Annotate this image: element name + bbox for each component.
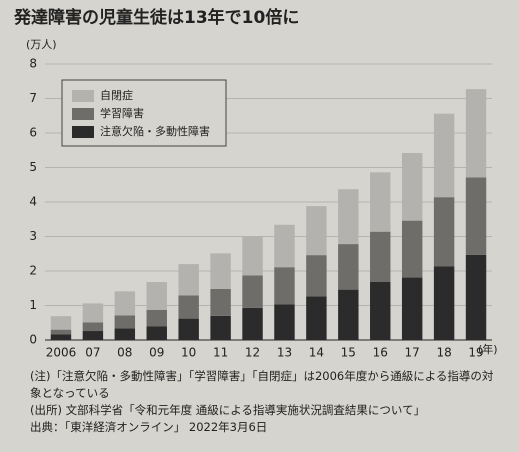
bar-segment: [242, 307, 263, 340]
bar-segment: [338, 189, 359, 245]
x-tick-label: 11: [213, 346, 228, 360]
legend-label: 自閉症: [100, 88, 133, 102]
y-tick-label: 0: [29, 333, 37, 347]
bar-segment: [114, 291, 136, 316]
x-tick-label: 13: [277, 346, 292, 360]
bar-segment: [50, 316, 72, 330]
bar-segment: [370, 172, 391, 232]
bar-segment: [401, 220, 423, 278]
bar-segment: [433, 197, 455, 267]
bar-segment: [178, 295, 199, 319]
y-tick-label: 4: [29, 195, 37, 209]
x-tick-label: 15: [341, 346, 356, 360]
bar-segment: [465, 254, 487, 340]
y-unit: (万人): [26, 38, 57, 51]
bar-segment: [210, 288, 231, 316]
x-tick-label: 12: [245, 346, 260, 360]
bar-segment: [401, 153, 423, 221]
bar-segment: [242, 275, 263, 308]
legend-swatch: [72, 108, 94, 120]
bar-segment: [306, 255, 327, 297]
bar-segment: [114, 315, 136, 329]
y-tick-label: 2: [29, 264, 37, 278]
legend-label: 学習障害: [100, 106, 144, 120]
bar-segment: [401, 277, 423, 340]
bar-segment: [465, 177, 487, 255]
bar-segment: [210, 253, 231, 289]
y-tick-label: 8: [29, 57, 37, 71]
bar-segment: [178, 264, 199, 296]
x-tick-label: 09: [149, 346, 164, 360]
x-tick-label: 18: [436, 346, 451, 360]
bar-segment: [274, 304, 295, 340]
x-tick-label: 19: [468, 346, 483, 360]
note: (注)「注意欠陥・多動性障害」「学習障害」「自閉症」は2006年度から通級による…: [30, 369, 494, 400]
x-unit: (年): [478, 342, 498, 356]
legend-label: 注意欠陥・多動性障害: [100, 124, 210, 138]
y-tick-label: 7: [29, 91, 37, 105]
bar-segment: [306, 206, 327, 256]
x-tick-label: 07: [85, 346, 100, 360]
notes: (注)「注意欠陥・多動性障害」「学習障害」「自閉症」は2006年度から通級による…: [30, 368, 500, 436]
bar-segment: [82, 303, 104, 323]
bar-segment: [146, 282, 167, 310]
y-tick-label: 3: [29, 229, 37, 243]
bar-segment: [82, 322, 104, 332]
bar-segment: [274, 224, 295, 268]
bar-segment: [242, 236, 263, 276]
bar-segment: [178, 318, 199, 340]
bar-segment: [306, 296, 327, 340]
note: (出所) 文部科学省「令和元年度 通級による指導実施状況調査結果について」: [30, 403, 426, 417]
x-tick-label: 08: [117, 346, 132, 360]
x-tick-label: 17: [405, 346, 420, 360]
bar-segment: [146, 309, 167, 327]
chart: 発達障害の児童生徒は13年で10倍に (万人) (年) 012345678200…: [13, 7, 498, 360]
bar-segment: [433, 266, 455, 340]
legend-swatch: [72, 126, 94, 138]
bar-segment: [146, 326, 167, 340]
note: 出典：「東洋経済オンライン」 2022年3月6日: [30, 420, 268, 434]
legend-swatch: [72, 90, 94, 102]
bar-segment: [338, 244, 359, 290]
y-tick-label: 6: [29, 126, 37, 140]
bar-segment: [370, 281, 391, 340]
x-tick-label: 10: [181, 346, 196, 360]
bar-segment: [433, 113, 455, 198]
y-tick-label: 1: [29, 298, 37, 312]
bar-segment: [50, 329, 72, 335]
bar-segment: [50, 334, 72, 340]
bar-segment: [338, 289, 359, 340]
x-tick-label: 16: [373, 346, 388, 360]
y-tick-label: 5: [29, 160, 37, 174]
bar-segment: [274, 267, 295, 305]
bar-segment: [114, 328, 136, 340]
x-tick-label: 14: [309, 346, 324, 360]
bar-segment: [370, 231, 391, 282]
bar-segment: [210, 315, 231, 340]
x-tick-label: 2006: [46, 346, 77, 360]
bar-segment: [465, 89, 487, 178]
chart-title: 発達障害の児童生徒は13年で10倍に: [13, 7, 299, 28]
bar-segment: [82, 331, 104, 340]
